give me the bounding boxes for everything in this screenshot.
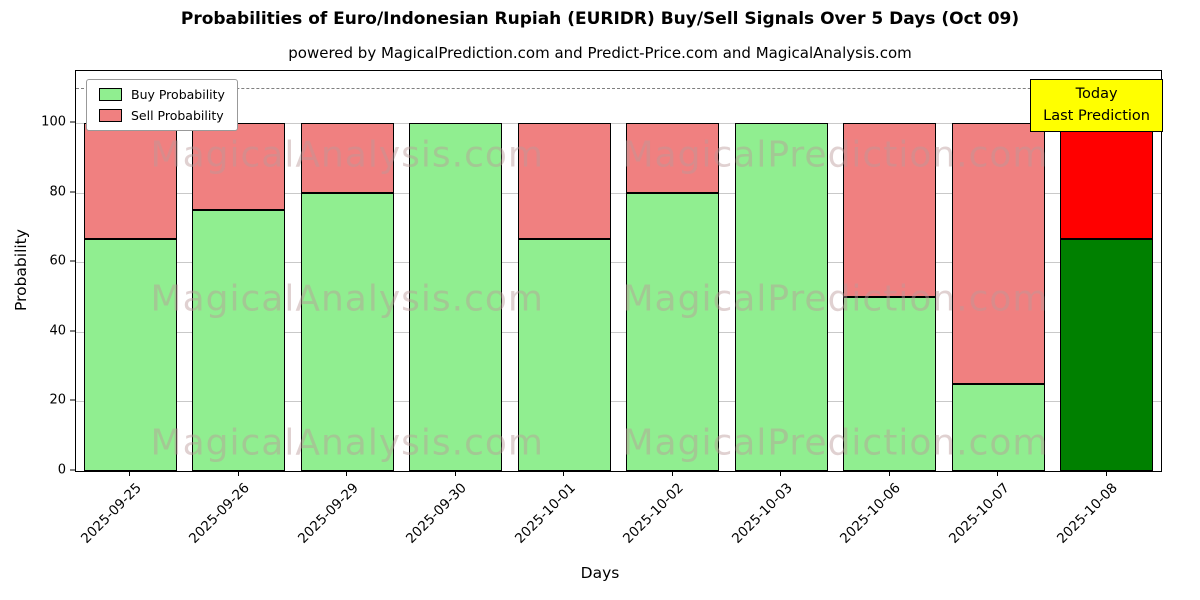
plot-area: Buy Probability Sell Probability Today L… <box>75 70 1163 472</box>
bar-buy-2025-10-08 <box>1060 239 1154 471</box>
y-tick-mark <box>70 260 75 262</box>
y-tick-label-60: 60 <box>49 253 66 269</box>
x-tick-label-2025-09-30: 2025-09-30 <box>403 480 471 547</box>
bar-sell-2025-09-25 <box>83 123 177 240</box>
bar-buy-2025-10-01 <box>517 239 611 471</box>
y-tick-label-80: 80 <box>49 184 66 200</box>
x-tick-mark <box>454 471 456 476</box>
legend-label-buy: Buy Probability <box>131 87 225 102</box>
sell-probability-swatch <box>99 109 122 122</box>
bar-sell-2025-10-01 <box>517 123 611 240</box>
x-tick-label-2025-10-07: 2025-10-07 <box>945 480 1013 547</box>
legend: Buy Probability Sell Probability <box>86 79 238 131</box>
y-tick-label-100: 100 <box>41 114 66 130</box>
x-tick-label-2025-10-06: 2025-10-06 <box>837 480 905 547</box>
y-tick-label-40: 40 <box>49 323 66 339</box>
x-tick-mark <box>888 471 890 476</box>
y-axis-label: Probability <box>12 229 30 311</box>
gridline-y-20 <box>76 401 1161 403</box>
chart-title: Probabilities of Euro/Indonesian Rupiah … <box>180 9 1020 29</box>
x-tick-mark <box>671 471 673 476</box>
y-tick-mark <box>70 330 75 332</box>
buy-probability-swatch <box>99 88 122 101</box>
bar-buy-2025-10-07 <box>951 384 1045 471</box>
x-tick-mark <box>129 471 131 476</box>
bar-buy-2025-10-02 <box>626 192 720 471</box>
bar-sell-2025-09-26 <box>192 123 286 211</box>
legend-label-sell: Sell Probability <box>131 108 224 123</box>
y-tick-label-20: 20 <box>49 392 66 408</box>
x-tick-mark <box>563 471 565 476</box>
y-tick-mark <box>70 191 75 193</box>
x-tick-label-2025-09-25: 2025-09-25 <box>77 480 145 547</box>
today-annotation: Today Last Prediction <box>1030 79 1163 132</box>
x-axis-label: Days <box>580 564 620 582</box>
x-tick-mark <box>237 471 239 476</box>
y-tick-mark <box>70 469 75 471</box>
x-tick-mark <box>346 471 348 476</box>
annotation-line-2: Last Prediction <box>1043 108 1150 125</box>
annotation-line-1: Today <box>1075 86 1118 102</box>
dashed-threshold-line <box>76 88 1161 90</box>
bar-buy-2025-10-06 <box>843 297 937 471</box>
y-tick-label-0: 0 <box>57 462 66 478</box>
bar-sell-2025-09-29 <box>300 123 394 193</box>
x-tick-label-2025-10-02: 2025-10-02 <box>620 480 688 547</box>
x-tick-label-2025-10-03: 2025-10-03 <box>728 480 796 547</box>
bar-sell-2025-10-07 <box>951 123 1045 385</box>
bar-buy-2025-10-03 <box>734 123 828 471</box>
y-tick-mark <box>70 399 75 401</box>
bar-sell-2025-10-06 <box>843 123 937 298</box>
x-tick-mark <box>997 471 999 476</box>
x-tick-label-2025-10-01: 2025-10-01 <box>511 480 579 547</box>
y-tick-mark <box>70 121 75 123</box>
bar-buy-2025-09-29 <box>300 192 394 471</box>
x-tick-label-2025-09-26: 2025-09-26 <box>186 480 254 547</box>
chart-subtitle: powered by MagicalPrediction.com and Pre… <box>288 44 912 62</box>
bar-buy-2025-09-30 <box>409 123 503 471</box>
bar-buy-2025-09-26 <box>192 210 286 471</box>
gridline-y-80 <box>76 192 1161 194</box>
bar-sell-2025-10-08 <box>1060 123 1154 240</box>
gridline-y-60 <box>76 262 1161 264</box>
legend-entry-buy: Buy Probability <box>99 87 225 102</box>
bar-buy-2025-09-25 <box>83 239 177 471</box>
bar-sell-2025-10-02 <box>626 123 720 193</box>
x-tick-label-2025-09-29: 2025-09-29 <box>294 480 362 547</box>
legend-entry-sell: Sell Probability <box>99 108 225 123</box>
x-tick-mark <box>780 471 782 476</box>
gridline-y-100 <box>76 123 1161 125</box>
x-tick-label-2025-10-08: 2025-10-08 <box>1054 480 1122 547</box>
x-tick-mark <box>1105 471 1107 476</box>
gridline-y-40 <box>76 331 1161 333</box>
